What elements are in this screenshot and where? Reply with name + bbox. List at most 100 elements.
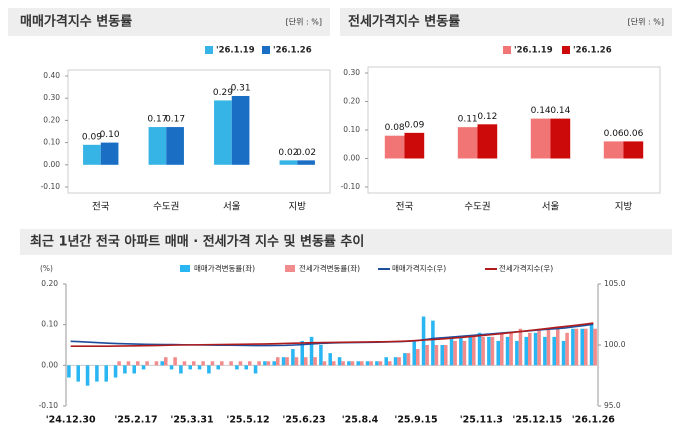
legend-label: 매매가격지수(우) [392, 263, 446, 273]
y-tick-label: 0.40 [43, 71, 60, 80]
bar [375, 361, 379, 366]
bar [412, 340, 416, 366]
y-axis-label: (%) [40, 264, 53, 273]
bar [444, 345, 448, 366]
bar [231, 95, 250, 165]
bar [214, 100, 232, 165]
bar [281, 357, 286, 366]
bar [453, 340, 457, 366]
x-tick-label: '24.12.30 [46, 415, 96, 426]
bar [123, 365, 127, 374]
y-tick-label: 0.00 [41, 360, 58, 369]
bar [384, 135, 405, 159]
bar [197, 365, 202, 370]
bar [113, 365, 118, 378]
bar [291, 349, 295, 366]
y-tick-label: -0.10 [39, 401, 59, 410]
bar [565, 332, 569, 366]
x-tick-label: '25.8.4 [342, 415, 379, 426]
legend-label: '26.1.19 [216, 46, 255, 56]
bar [207, 365, 211, 374]
bar [360, 361, 364, 366]
legend-label: '26.1.26 [573, 46, 612, 56]
y-tick-label: 0.20 [43, 115, 60, 124]
bar [546, 328, 551, 366]
bar [136, 361, 140, 366]
value-label: 0.17 [165, 115, 185, 125]
value-label: 0.10 [100, 130, 120, 140]
bar [500, 332, 504, 366]
bar [440, 345, 444, 366]
y2-tick-label: 95.0 [604, 401, 621, 410]
bar [76, 365, 80, 382]
bar [530, 118, 551, 159]
y-tick-label: 0.00 [43, 160, 60, 169]
bar [477, 332, 482, 366]
bar [276, 357, 280, 366]
bar [584, 328, 588, 366]
value-label: 0.08 [385, 123, 405, 133]
x-tick-label: 지방 [289, 202, 307, 213]
bar [169, 365, 174, 370]
x-tick-label: '25.12.15 [512, 415, 562, 426]
value-label: 0.02 [278, 148, 298, 158]
bar [468, 336, 472, 366]
legend-label: 전세가격지수(우) [499, 263, 553, 273]
value-label: 0.14 [531, 106, 551, 116]
y-tick-label: 0.10 [41, 320, 58, 329]
bar [459, 336, 463, 366]
bar [100, 142, 119, 165]
value-label: 0.17 [147, 115, 167, 125]
bar [216, 365, 220, 370]
bar [537, 328, 541, 366]
x-tick-label: '26.1.26 [572, 415, 616, 426]
bar [297, 160, 315, 165]
bar [266, 361, 271, 366]
bar [580, 328, 584, 366]
bar [603, 141, 624, 159]
chart-title: 최근 1년간 전국 아파트 매매 · 전세가격 지수 및 변동률 추이 [30, 234, 364, 250]
bar [623, 141, 644, 159]
bar [263, 361, 267, 366]
y-tick-label: 0.00 [343, 154, 360, 163]
bar [141, 365, 146, 370]
bar [543, 336, 547, 366]
x-tick-label: 수도권 [464, 201, 490, 213]
bar [285, 357, 289, 366]
bar [67, 365, 71, 378]
bar [253, 365, 258, 374]
header-band [340, 8, 672, 36]
bar [589, 324, 594, 366]
bar [220, 361, 224, 366]
bar [571, 328, 575, 366]
bar [490, 336, 495, 366]
bar [350, 361, 355, 366]
bar [524, 336, 528, 366]
chart-title: 매매가격지수 변동률 [20, 15, 132, 30]
bar [328, 353, 332, 366]
y2-tick-label: 100.0 [604, 340, 626, 349]
x-tick-label: '25.11.3 [460, 415, 503, 426]
bar [173, 357, 177, 366]
bar [472, 336, 476, 366]
bar [496, 340, 500, 366]
legend-label: 전세가격변동률(좌) [299, 263, 360, 273]
value-label: 0.09 [404, 120, 424, 130]
bar [235, 365, 239, 370]
bar [481, 336, 485, 366]
chart-title: 전세가격지수 변동률 [348, 14, 460, 30]
value-label: 0.14 [550, 106, 570, 116]
bar [434, 345, 439, 366]
bar [431, 320, 435, 366]
bar [462, 340, 467, 366]
bar [126, 361, 131, 366]
value-label: 0.06 [604, 129, 624, 139]
legend-swatch [285, 265, 295, 272]
bar [304, 357, 308, 366]
y-tick-label: 0.20 [41, 279, 58, 288]
bar [182, 361, 187, 366]
bar [533, 332, 538, 366]
x-tick-label: 수도권 [153, 201, 179, 213]
y-tick-label: -0.10 [41, 182, 61, 191]
unit-label: [단위 : %] [286, 17, 322, 27]
